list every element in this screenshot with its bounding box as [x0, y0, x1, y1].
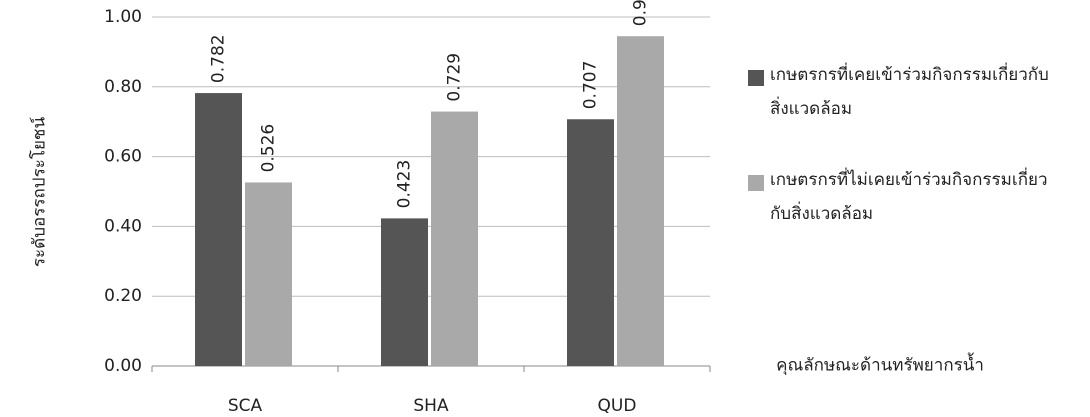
data-label: 0.782	[209, 34, 229, 83]
legend-label: เกษตรกรที่ไม่เคยเข้าร่วมกิจกรรมเกี่ยวกับ…	[770, 163, 1060, 231]
data-label: 0.707	[581, 61, 601, 110]
bar	[195, 93, 242, 366]
x-axis-label: คุณลักษณะด้านทรัพยากรน้ำ	[776, 353, 984, 376]
bar	[431, 112, 478, 366]
data-label: 0.526	[259, 124, 279, 173]
y-tick-label: 0.80	[104, 77, 142, 97]
x-tick-label: SHA	[413, 396, 449, 416]
x-tick-label: QUD	[598, 396, 637, 416]
bar	[245, 182, 292, 366]
y-tick-label: 0.00	[104, 356, 142, 376]
data-label: 0.423	[395, 160, 415, 209]
y-axis-label: ระดับอรรถประโยชน์	[29, 117, 50, 268]
legend-swatch	[748, 70, 764, 86]
bar	[381, 218, 428, 366]
y-tick-label: 1.00	[104, 7, 142, 27]
bar	[617, 36, 664, 366]
y-tick-label: 0.60	[104, 147, 142, 167]
x-tick-label: SCA	[228, 396, 263, 416]
legend-label: เกษตรกรที่เคยเข้าร่วมกิจกรรมเกี่ยวกับสิ่…	[770, 58, 1060, 126]
data-label: 0.729	[445, 53, 465, 102]
data-label: 0.945	[631, 0, 651, 26]
legend-swatch	[748, 175, 764, 191]
y-tick-label: 0.40	[104, 216, 142, 236]
y-tick-label: 0.20	[104, 286, 142, 306]
bar	[567, 119, 614, 366]
page: ระดับอรรถประโยชน์ คุณลักษณะด้านทรัพยากรน…	[0, 0, 1090, 417]
